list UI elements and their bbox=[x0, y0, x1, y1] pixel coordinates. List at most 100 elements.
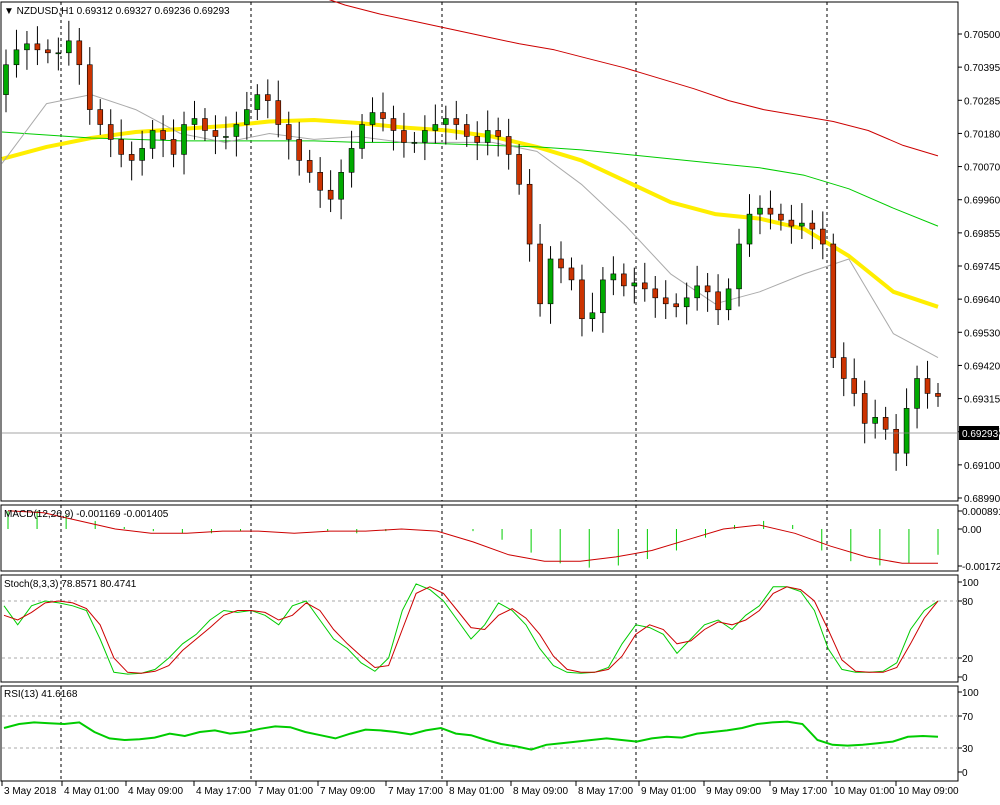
main-chart-title: ▼ NZDUSD,H1 0.69312 0.69327 0.69236 0.69… bbox=[4, 6, 230, 17]
bull-candle bbox=[610, 273, 617, 281]
stoch-line bbox=[3, 586, 939, 674]
time-axis-label: 10 May 01:00 bbox=[834, 786, 895, 797]
bull-candle bbox=[149, 130, 156, 149]
bull-candle bbox=[484, 130, 491, 143]
bear-candle bbox=[526, 183, 533, 245]
time-axis-label: 8 May 17:00 bbox=[578, 786, 633, 797]
bear-candle bbox=[537, 243, 543, 305]
bull-candle bbox=[757, 207, 763, 215]
rsi-title: RSI(13) 41.6168 bbox=[4, 689, 78, 700]
time-axis-label: 8 May 09:00 bbox=[513, 786, 568, 797]
time-axis-label: 9 May 17:00 bbox=[772, 786, 827, 797]
time-axis-label: 4 May 09:00 bbox=[128, 786, 183, 797]
bull-candle bbox=[746, 213, 753, 245]
bear-candle bbox=[285, 124, 292, 140]
bear-candle bbox=[505, 136, 512, 155]
bull-candle bbox=[443, 118, 449, 125]
bear-candle bbox=[830, 243, 837, 358]
stoch-title: Stoch(8,3,3) 78.8571 80.4741 bbox=[4, 579, 137, 590]
price-axis-label: 0.70285 bbox=[964, 96, 1000, 107]
bear-candle bbox=[495, 130, 501, 137]
bull-candle bbox=[694, 285, 700, 299]
stoch-axis-label: 20 bbox=[962, 654, 974, 665]
bear-candle bbox=[715, 291, 721, 311]
stoch-axis-label: 80 bbox=[962, 597, 974, 608]
time-axis-label: 3 May 2018 bbox=[4, 786, 57, 797]
bear-candle bbox=[893, 428, 899, 454]
price-axis-label: 0.70500 bbox=[964, 30, 1000, 41]
price-axis-label: 0.69420 bbox=[964, 361, 1000, 372]
price-axis-label: 0.69530 bbox=[964, 328, 1000, 339]
bear-candle bbox=[778, 213, 784, 221]
stoch-line bbox=[3, 583, 939, 675]
bear-candle bbox=[568, 267, 575, 281]
time-axis-label: 7 May 17:00 bbox=[388, 786, 443, 797]
bear-candle bbox=[296, 139, 303, 161]
bear-candle bbox=[652, 288, 659, 299]
bull-candle bbox=[139, 148, 145, 161]
price-axis-label: 0.69855 bbox=[964, 229, 1000, 240]
bull-candle bbox=[55, 52, 62, 55]
bull-candle bbox=[233, 124, 240, 137]
bear-candle bbox=[840, 357, 847, 379]
rsi-axis-label: 30 bbox=[962, 744, 974, 755]
bear-candle bbox=[788, 219, 795, 227]
bull-candle bbox=[600, 279, 606, 314]
main-pane-frame bbox=[0, 1, 959, 502]
time-axis-label: 8 May 01:00 bbox=[449, 786, 504, 797]
bear-candle bbox=[579, 279, 585, 320]
price-axis-label: 0.70180 bbox=[964, 129, 1000, 140]
bear-candle bbox=[170, 139, 177, 155]
bull-candle bbox=[181, 124, 187, 155]
rsi-axis-label: 100 bbox=[962, 688, 979, 699]
price-axis-label: 0.69315 bbox=[964, 395, 1000, 406]
moving-average-line bbox=[1, 131, 939, 227]
bull-candle bbox=[411, 142, 418, 144]
bear-candle bbox=[861, 393, 868, 424]
bear-candle bbox=[641, 282, 648, 290]
stoch-axis-label: 0 bbox=[962, 673, 968, 684]
bull-candle bbox=[725, 288, 732, 311]
bear-candle bbox=[97, 109, 104, 125]
bull-candle bbox=[736, 243, 742, 290]
bull-candle bbox=[13, 49, 20, 66]
bear-candle bbox=[704, 285, 711, 293]
macd-signal-line bbox=[7, 510, 938, 564]
bull-candle bbox=[348, 148, 355, 173]
bear-candle bbox=[621, 273, 627, 287]
time-axis-label: 9 May 01:00 bbox=[641, 786, 696, 797]
bull-candle bbox=[191, 118, 198, 125]
bear-candle bbox=[767, 207, 774, 215]
bear-candle bbox=[317, 172, 323, 191]
bull-candle bbox=[432, 124, 439, 131]
bear-candle bbox=[160, 130, 166, 140]
macd-pane-frame bbox=[0, 504, 959, 572]
bear-candle bbox=[390, 118, 397, 131]
bear-candle bbox=[107, 124, 114, 140]
bear-candle bbox=[809, 222, 816, 230]
moving-average-line bbox=[1, 118, 939, 309]
bear-candle bbox=[128, 154, 135, 161]
bear-candle bbox=[264, 94, 271, 101]
bull-candle bbox=[223, 136, 229, 138]
time-axis-label: 4 May 01:00 bbox=[64, 786, 119, 797]
bull-candle bbox=[631, 282, 638, 287]
bear-candle bbox=[851, 378, 858, 394]
bull-candle bbox=[254, 94, 261, 110]
bear-candle bbox=[820, 228, 826, 245]
bull-candle bbox=[359, 124, 365, 149]
bear-candle bbox=[924, 378, 931, 394]
bear-candle bbox=[118, 139, 124, 155]
bull-candle bbox=[338, 172, 344, 200]
bull-candle bbox=[369, 112, 376, 125]
macd-title: MACD(12,26,9) -0.001169 -0.001405 bbox=[4, 509, 169, 520]
time-axis-label: 4 May 17:00 bbox=[196, 786, 251, 797]
price-axis-label: 0.69100 bbox=[964, 461, 1000, 472]
current-price-label: 0.69293 bbox=[962, 429, 999, 440]
bull-candle bbox=[547, 258, 554, 305]
bull-candle bbox=[589, 312, 596, 320]
price-axis-label: 0.70070 bbox=[964, 163, 1000, 174]
bull-candle bbox=[244, 109, 250, 125]
stoch-axis-label: 100 bbox=[962, 578, 979, 589]
